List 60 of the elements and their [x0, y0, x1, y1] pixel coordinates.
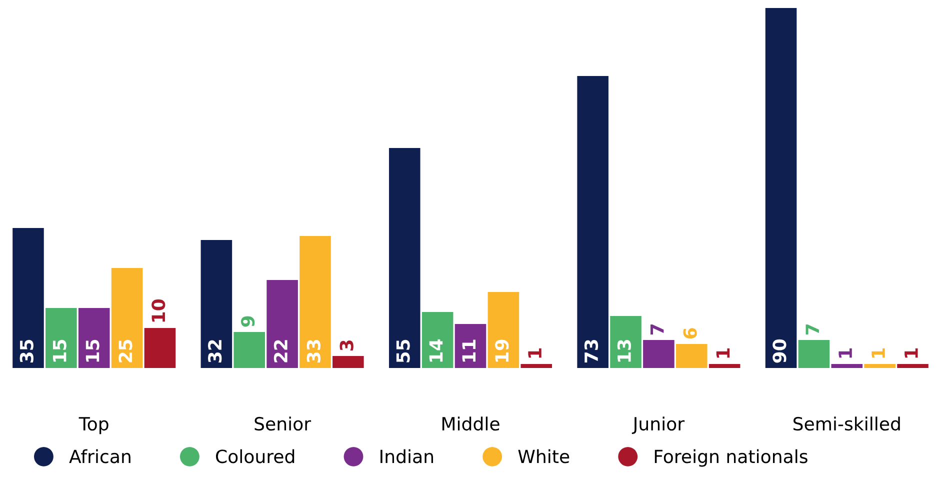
data-label: 15	[52, 340, 66, 362]
data-label: 9	[240, 316, 255, 327]
data-label: 22	[274, 340, 288, 362]
bar	[388, 148, 420, 368]
data-label: 55	[396, 340, 410, 362]
legend-label: Coloured	[216, 449, 294, 464]
bar	[422, 312, 454, 368]
bar	[520, 364, 552, 368]
bar	[454, 324, 486, 368]
bar	[332, 356, 364, 368]
data-label: 15	[86, 340, 100, 362]
bar	[200, 240, 232, 368]
bar	[643, 340, 674, 368]
data-label: 35	[20, 340, 34, 362]
legend-label: Indian	[380, 449, 433, 464]
x-tick-label: Middle	[442, 416, 500, 431]
bar	[864, 364, 896, 368]
data-label: 14	[429, 339, 443, 362]
data-label: 19	[495, 340, 509, 362]
legend-label: Foreign nationals	[654, 449, 808, 467]
data-label: 1	[528, 348, 542, 358]
x-tick-label: Semi-skilled	[794, 416, 900, 431]
bar	[266, 280, 298, 368]
bar	[300, 236, 331, 368]
bar	[676, 344, 708, 368]
bar	[765, 8, 797, 368]
data-label: 6	[683, 328, 697, 339]
data-label: 7	[650, 324, 664, 334]
bar	[577, 76, 608, 368]
bar	[78, 308, 110, 368]
data-label: 1	[904, 348, 918, 358]
bar	[831, 364, 863, 368]
x-tick-label: Junior	[632, 416, 685, 434]
data-label: 3	[340, 340, 354, 350]
bar	[488, 292, 520, 368]
legend-label: African	[69, 449, 130, 464]
data-label: 7	[806, 324, 819, 334]
bar	[798, 340, 830, 368]
legend-label: White	[518, 449, 570, 464]
data-label: 32	[208, 340, 222, 362]
data-label: 13	[617, 340, 632, 362]
bar	[897, 364, 928, 368]
x-tick-label: Senior	[254, 416, 312, 431]
bar	[610, 316, 642, 368]
bar	[46, 308, 77, 368]
bar	[111, 268, 143, 368]
data-label: 1	[716, 348, 730, 358]
bar	[12, 228, 44, 368]
x-tick-label: Top	[78, 417, 108, 434]
data-label: 25	[118, 340, 132, 362]
data-label: 1	[838, 348, 852, 358]
data-label: 11	[462, 340, 476, 362]
data-label: 90	[772, 339, 786, 363]
data-label: 10	[152, 299, 166, 322]
data-label: 73	[584, 340, 598, 362]
bar	[708, 364, 740, 368]
data-label: 33	[306, 340, 320, 362]
bar	[144, 328, 176, 368]
data-label: 1	[872, 348, 885, 358]
bar	[234, 332, 266, 368]
